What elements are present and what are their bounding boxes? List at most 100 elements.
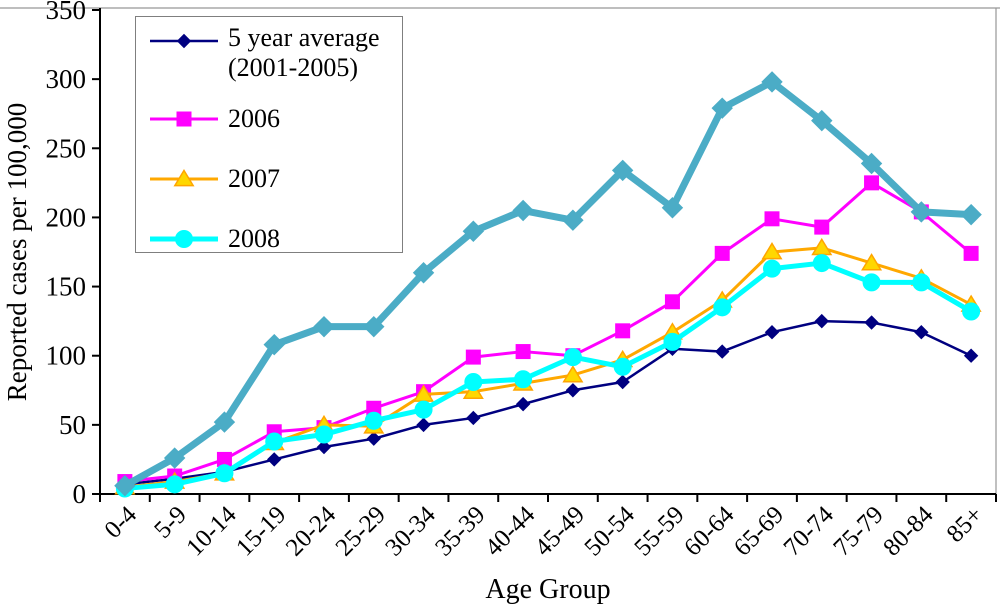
x-tick-label: 70-74 — [779, 501, 840, 562]
square-marker-icon — [465, 349, 481, 365]
diamond-marker-icon — [811, 109, 833, 132]
y-tick-label: 50 — [59, 410, 86, 440]
y-tick-label: 200 — [46, 202, 87, 232]
diamond-marker-icon — [515, 396, 531, 412]
square-marker-icon — [764, 211, 780, 227]
circle-marker-icon — [563, 348, 582, 367]
circle-marker-icon — [414, 400, 433, 419]
x-tick-label: 10-14 — [181, 501, 242, 562]
legend: 5 year average (2001-2005) 2006 2007 200… — [135, 16, 403, 253]
y-tick-label: 0 — [73, 479, 87, 509]
circle-marker-icon — [514, 370, 533, 389]
y-tick-label: 250 — [46, 133, 87, 163]
circle-marker-icon — [364, 411, 383, 430]
diamond-marker-icon — [412, 262, 435, 284]
legend-label-line2: (2001-2005) — [228, 53, 358, 82]
circle-marker-icon — [763, 259, 781, 278]
x-tick-label: 60-64 — [679, 501, 740, 562]
diamond-marker-icon — [213, 411, 236, 433]
diamond-marker-icon — [263, 333, 285, 356]
circle-marker-icon — [663, 332, 682, 351]
x-tick-label: 45-49 — [530, 501, 590, 561]
diamond-marker-icon — [910, 201, 933, 223]
diamond-marker-icon — [761, 71, 783, 93]
x-tick-label: 75-79 — [828, 501, 888, 561]
diamond-marker-icon — [512, 199, 534, 222]
circle-marker-icon — [962, 302, 981, 321]
x-tick-label: 25-29 — [331, 501, 391, 561]
diamond-marker-icon — [267, 452, 282, 467]
diamond-marker-icon — [711, 97, 733, 119]
legend-label: 2007 — [228, 164, 280, 193]
diamond-marker-icon — [176, 33, 192, 49]
legend-item-2008: 2008 — [148, 209, 396, 269]
triangle-marker-icon — [562, 365, 584, 383]
diamond-marker-icon — [565, 383, 581, 398]
y-tick-label: 150 — [46, 272, 87, 302]
x-tick-label: 40-44 — [480, 501, 541, 562]
diamond-marker-icon — [860, 152, 883, 175]
circle-marker-icon — [713, 298, 732, 317]
circle-marker-icon — [812, 254, 831, 273]
diamond-marker-icon — [462, 220, 485, 242]
circle-marker-icon — [175, 230, 193, 248]
square-marker-icon — [714, 245, 730, 261]
legend-line-triangle-icon — [150, 169, 218, 187]
triangle-marker-icon — [761, 242, 783, 260]
circle-marker-icon — [613, 357, 632, 376]
x-axis-title: Age Group — [485, 574, 610, 605]
legend-item-5-year-average: 5 year average (2001-2005) — [148, 23, 396, 89]
x-tick-label: 0-4 — [99, 501, 142, 544]
x-tick-label: 30-34 — [380, 501, 441, 562]
diamond-marker-icon — [114, 474, 136, 497]
x-tick-label: 55-59 — [629, 501, 689, 561]
diamond-marker-icon — [963, 348, 979, 363]
diamond-marker-icon — [313, 315, 335, 338]
legend-line-circle-icon — [150, 230, 218, 248]
legend-label: 2008 — [228, 224, 280, 253]
circle-marker-icon — [215, 464, 234, 483]
circle-marker-icon — [912, 273, 931, 292]
diamond-marker-icon — [661, 197, 684, 219]
y-axis-title: Reported cases per 100,000 — [2, 103, 32, 401]
circle-marker-icon — [862, 273, 881, 292]
diamond-marker-icon — [316, 439, 332, 455]
square-marker-icon — [615, 323, 631, 339]
y-axis: 0 50 100 150 200 250 300 350 — [46, 0, 101, 509]
triangle-marker-icon — [861, 253, 883, 271]
y-tick-label: 100 — [46, 341, 87, 371]
diamond-marker-icon — [363, 315, 385, 338]
plot-border — [0, 7, 1000, 494]
legend-line-diamond-icon — [150, 33, 218, 49]
legend-line-square-icon — [150, 111, 218, 127]
series-2008 — [115, 254, 981, 498]
square-marker-icon — [864, 175, 880, 191]
y-tick-label: 350 — [46, 0, 87, 25]
diamond-marker-icon — [715, 344, 730, 359]
x-tick-label: 20-24 — [281, 501, 342, 562]
diamond-marker-icon — [416, 417, 431, 433]
circle-marker-icon — [165, 475, 184, 494]
square-marker-icon — [515, 344, 531, 360]
diamond-marker-icon — [466, 410, 481, 426]
square-marker-icon — [664, 294, 680, 310]
square-marker-icon — [963, 245, 979, 261]
diamond-marker-icon — [960, 203, 982, 226]
diamond-marker-icon — [914, 324, 929, 340]
square-marker-icon — [814, 219, 830, 235]
y-tick-label: 300 — [46, 64, 87, 94]
diamond-marker-icon — [562, 209, 584, 231]
diamond-marker-icon — [764, 324, 780, 340]
diamond-marker-icon — [366, 431, 381, 446]
legend-item-2007: 2007 — [148, 149, 396, 209]
x-tick-label: 35-39 — [430, 501, 490, 561]
triangle-marker-icon — [173, 169, 195, 187]
diamond-marker-icon — [615, 374, 630, 390]
diamond-marker-icon — [864, 315, 879, 330]
diamond-marker-icon — [163, 447, 186, 469]
diamond-marker-icon — [611, 159, 634, 182]
x-tick-label: 85+ — [942, 501, 989, 548]
circle-marker-icon — [315, 425, 333, 444]
legend-label: 5 year average (2001-2005) — [228, 23, 380, 83]
x-tick-label: 80-84 — [878, 501, 939, 562]
